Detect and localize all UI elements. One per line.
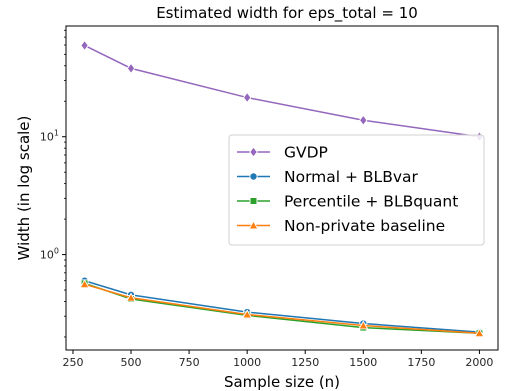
- legend-label: Percentile + BLBquant: [284, 193, 458, 211]
- x-tick-label: 1750: [407, 356, 435, 369]
- chart-title: Estimated width for eps_total = 10: [156, 4, 418, 23]
- legend-swatch-marker: [249, 197, 258, 205]
- legend-swatch-marker: [249, 172, 258, 181]
- legend-items: GVDP Normal + BLBvar Percentile + BLBquant…: [237, 144, 458, 235]
- data-point-non-private-baseline: [79, 279, 90, 289]
- series-line-gvdp: [84, 44, 480, 138]
- legend-box: [228, 134, 485, 246]
- legend-swatch-marker: [249, 146, 258, 158]
- data-point-gvdp: [126, 62, 136, 75]
- y-axis-ticks: 100 101: [40, 29, 66, 338]
- plot-frame: [65, 25, 499, 351]
- x-tick-label: 1250: [291, 356, 319, 369]
- x-tick-label: 1000: [233, 356, 261, 369]
- x-tick-label: 250: [62, 356, 83, 369]
- data-point-non-private-baseline: [358, 320, 369, 330]
- data-point-gvdp: [359, 114, 368, 126]
- series-gvdp: [80, 39, 484, 143]
- data-point-non-private-baseline: [242, 309, 253, 319]
- legend-item-percentile-blbquant: Percentile + BLBquant: [237, 193, 458, 211]
- x-tick-label: 750: [179, 356, 200, 369]
- x-tick-label: 500: [121, 356, 142, 369]
- series-line-non-private-baseline: [84, 283, 480, 335]
- x-tick-label: 1500: [349, 356, 377, 369]
- legend-label: Non-private baseline: [284, 217, 445, 235]
- data-point-gvdp: [242, 91, 252, 104]
- legend-item-gvdp: GVDP: [237, 144, 328, 162]
- x-tick-label: 2000: [465, 356, 493, 369]
- legend-item-non-private-baseline: Non-private baseline: [237, 217, 445, 235]
- legend-label: Normal + BLBvar: [284, 168, 418, 186]
- legend: GVDP Normal + BLBvar Percentile + BLBquant…: [228, 134, 485, 246]
- legend-label: GVDP: [284, 144, 328, 162]
- plot-area: [65, 25, 499, 351]
- legend-swatch-marker: [248, 220, 259, 230]
- x-axis-ticks: 250 500 750 1000 1250 1500 1750 2000: [62, 350, 493, 369]
- y-tick-label: 101: [40, 129, 59, 144]
- series-normal-blbvar: [80, 276, 484, 337]
- series-non-private-baseline: [79, 279, 485, 338]
- series-line-percentile-blbquant: [84, 282, 480, 335]
- y-tick-label: 100: [40, 247, 59, 262]
- data-point-gvdp: [80, 39, 89, 52]
- x-axis-title: Sample size (n): [224, 373, 340, 391]
- y-axis-title: Width (in log scale): [15, 116, 33, 261]
- data-point-non-private-baseline: [125, 292, 137, 302]
- data-point-non-private-baseline: [474, 328, 485, 338]
- series-line-normal-blbvar: [84, 280, 480, 333]
- legend-item-normal-blbvar: Normal + BLBvar: [237, 168, 418, 186]
